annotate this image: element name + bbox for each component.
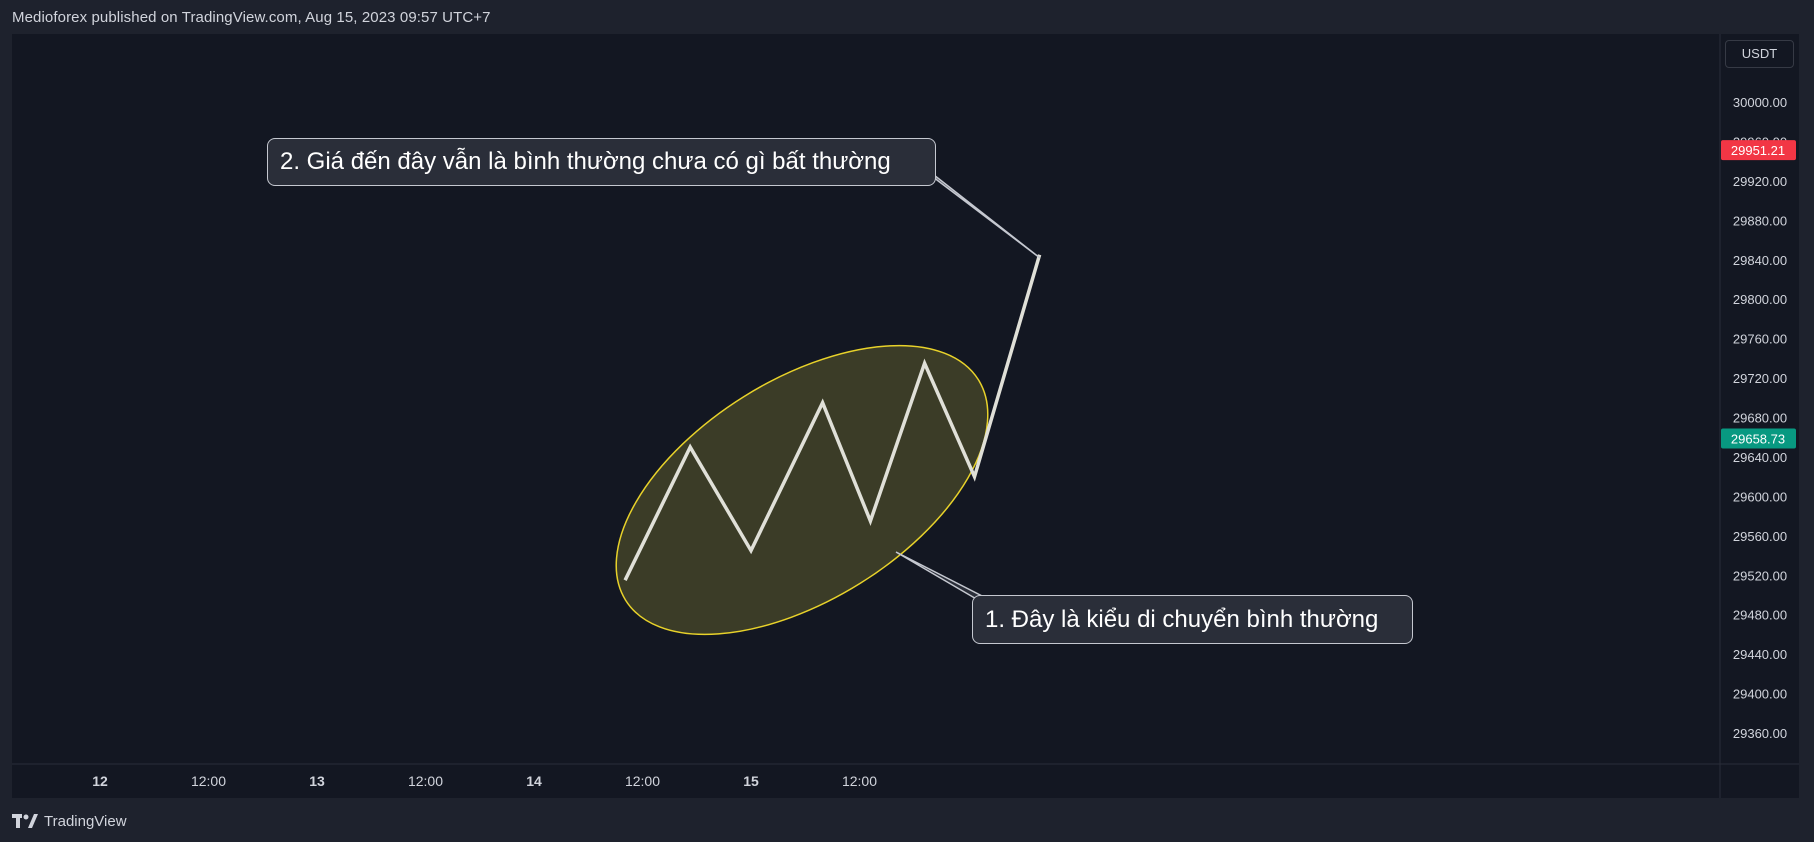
svg-text:29951.21: 29951.21: [1731, 143, 1785, 158]
y-tick-label: 29640.00: [1733, 450, 1787, 465]
y-tick-label: 30000.00: [1733, 95, 1787, 110]
y-tick-label: 29400.00: [1733, 687, 1787, 702]
published-info: Medioforex published on TradingView.com,…: [12, 9, 491, 26]
y-tick-label: 29800.00: [1733, 292, 1787, 307]
x-tick-label: 12:00: [625, 773, 660, 789]
x-tick-label: 15: [743, 773, 759, 789]
callout-2-pointer: [924, 167, 1041, 259]
y-tick-label: 29840.00: [1733, 253, 1787, 268]
price-badge-lower: 29658.73: [1721, 428, 1796, 449]
callout-1[interactable]: 1. Đây là kiểu di chuyển bình thường: [972, 595, 1413, 644]
y-tick-label: 29480.00: [1733, 608, 1787, 623]
y-tick-label: 29880.00: [1733, 213, 1787, 228]
x-tick-label: 12:00: [191, 773, 226, 789]
currency-button[interactable]: USDT: [1725, 40, 1794, 68]
svg-text:29658.73: 29658.73: [1731, 431, 1785, 446]
x-tick-label: 13: [309, 773, 325, 789]
y-tick-label: 29720.00: [1733, 371, 1787, 386]
callout-1-text: 1. Đây là kiểu di chuyển bình thường: [985, 605, 1379, 633]
price-badge-upper: 29951.21: [1721, 140, 1796, 161]
y-tick-label: 29360.00: [1733, 726, 1787, 741]
y-tick-label: 29760.00: [1733, 332, 1787, 347]
x-tick-label: 14: [526, 773, 542, 789]
y-tick-label: 29440.00: [1733, 647, 1787, 662]
y-tick-label: 29680.00: [1733, 411, 1787, 426]
time-axis: 12 12:00 13 12:00 14 12:00 15 12:00: [92, 773, 877, 789]
x-tick-label: 12:00: [408, 773, 443, 789]
callout-2-text: 2. Giá đến đây vẫn là bình thường chưa c…: [280, 148, 891, 175]
y-tick-label: 29600.00: [1733, 489, 1787, 504]
bottom-bar: [0, 798, 1814, 842]
price-axis: 30000.0029960.0029920.0029880.0029840.00…: [1733, 95, 1787, 741]
price-line: [623, 254, 1042, 581]
tradingview-logo[interactable]: TradingView: [12, 812, 127, 830]
x-tick-label: 12:00: [842, 773, 877, 789]
callout-2[interactable]: 2. Giá đến đây vẫn là bình thường chưa c…: [267, 138, 936, 186]
y-tick-label: 29560.00: [1733, 529, 1787, 544]
highlight-ellipse: [615, 344, 989, 636]
y-tick-label: 29520.00: [1733, 568, 1787, 583]
top-bar: Medioforex published on TradingView.com,…: [0, 0, 1814, 34]
x-tick-label: 12: [92, 773, 108, 789]
tradingview-icon: [12, 814, 38, 828]
tradingview-brand: TradingView: [44, 812, 127, 830]
y-tick-label: 29920.00: [1733, 174, 1787, 189]
